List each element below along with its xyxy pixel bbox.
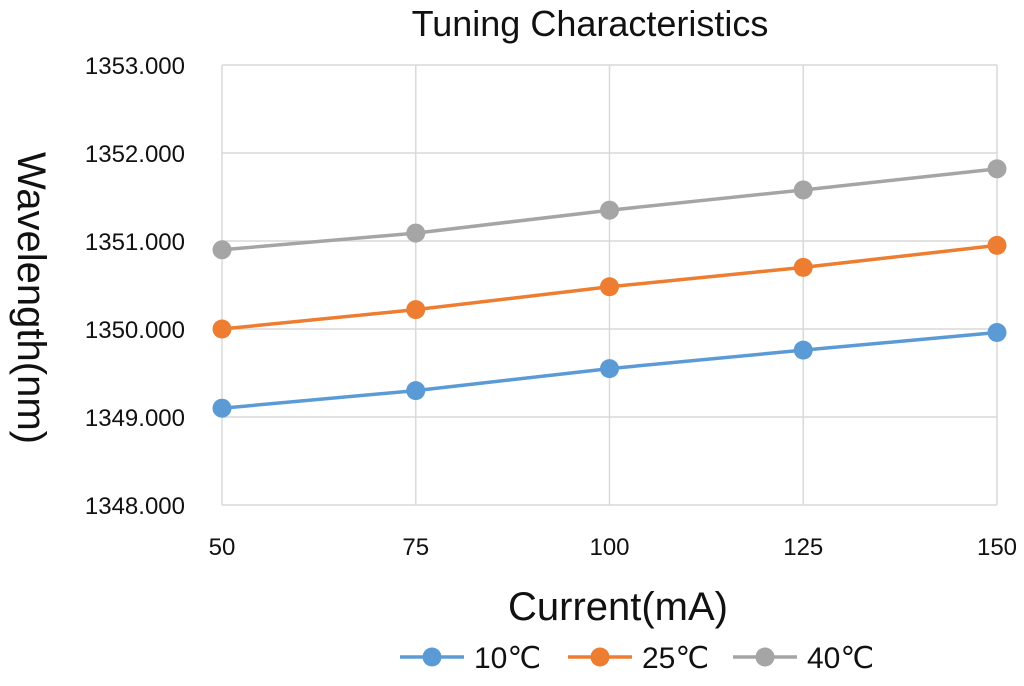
data-point xyxy=(987,323,1007,343)
series-group xyxy=(212,159,1007,418)
data-point xyxy=(600,359,619,379)
legend: 10℃ 25℃ 40℃ xyxy=(400,642,874,675)
data-point xyxy=(793,340,813,360)
x-tick-label: 100 xyxy=(589,534,629,561)
y-tick-label: 1348.000 xyxy=(85,493,185,520)
data-point xyxy=(212,319,232,339)
x-axis-label: Current(mA) xyxy=(508,585,728,629)
y-tick-label: 1353.000 xyxy=(85,53,185,80)
data-point xyxy=(600,277,619,297)
y-tick-label: 1349.000 xyxy=(85,405,185,432)
y-tick-label: 1350.000 xyxy=(85,317,185,344)
data-point xyxy=(987,159,1007,179)
legend-label: 40℃ xyxy=(807,642,874,675)
grid xyxy=(221,64,998,506)
y-tick-label: 1351.000 xyxy=(85,229,185,256)
x-tick-label: 75 xyxy=(402,534,429,561)
legend-marker xyxy=(590,647,610,667)
data-point xyxy=(406,223,426,243)
data-point xyxy=(793,257,813,277)
x-tick-label: 125 xyxy=(783,534,823,561)
data-point xyxy=(600,200,619,220)
data-point xyxy=(987,235,1007,255)
y-axis-ticks: 1348.000 1349.000 1350.000 1351.000 1352.000… xyxy=(85,53,185,520)
y-axis-label: Wavelength(nm) xyxy=(9,152,53,444)
data-point xyxy=(406,381,426,401)
legend-label: 25℃ xyxy=(642,642,709,675)
data-point xyxy=(212,240,232,260)
chart-title: Tuning Characteristics xyxy=(412,3,769,44)
legend-marker xyxy=(422,647,442,667)
y-tick-label: 1352.000 xyxy=(85,141,185,168)
data-point xyxy=(793,180,813,200)
data-point xyxy=(212,398,232,418)
x-tick-label: 50 xyxy=(209,534,236,561)
legend-marker xyxy=(755,647,775,667)
data-point xyxy=(406,300,426,320)
x-axis-ticks: 50 75 100 125 150 xyxy=(209,534,1017,561)
x-tick-label: 150 xyxy=(977,534,1017,561)
legend-label: 10℃ xyxy=(474,642,541,675)
